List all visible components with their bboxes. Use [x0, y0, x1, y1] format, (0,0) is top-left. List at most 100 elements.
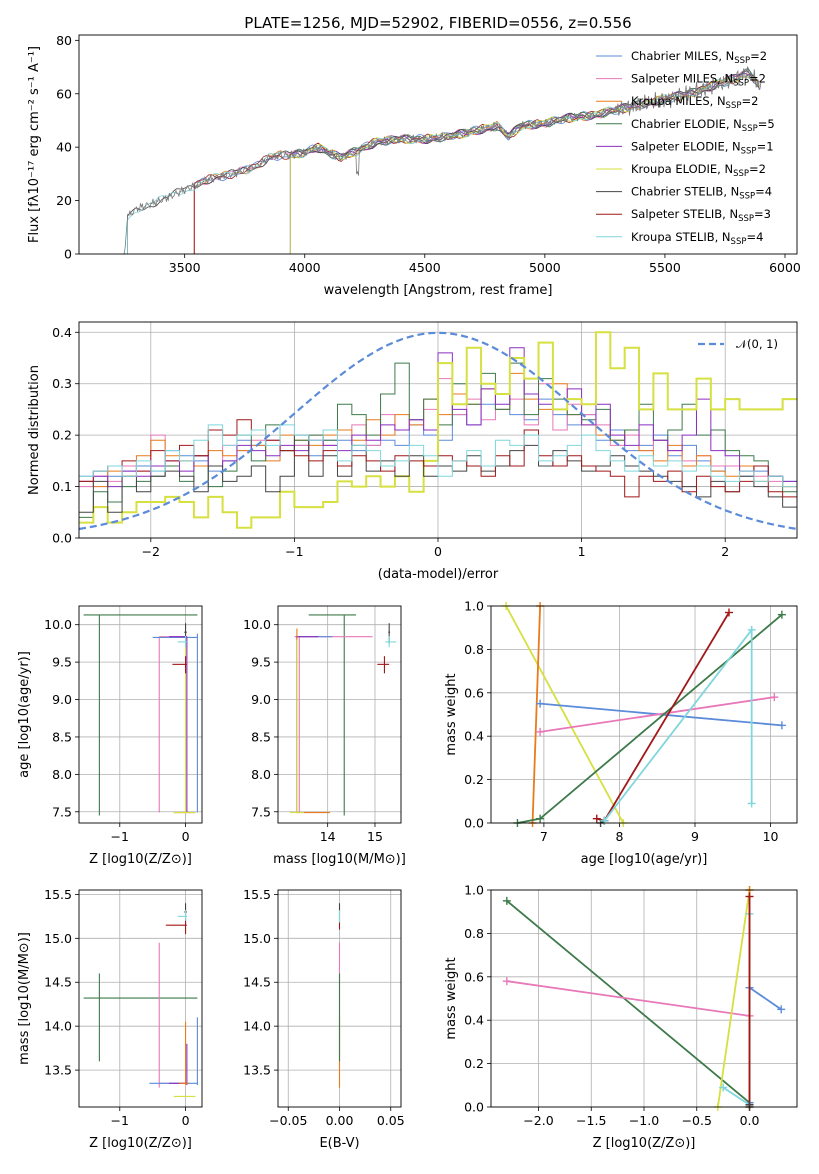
weight-line-salpeter_miles: [539, 696, 775, 733]
x-tick-label: 14: [320, 829, 336, 844]
y-tick-label: 7.5: [251, 804, 271, 819]
x-tick-label: −1: [285, 544, 303, 559]
axes-frame: [78, 889, 203, 1108]
legend-label-salpeter_stelib: Salpeter STELIB, NSSP=3: [631, 207, 771, 224]
y-axis-label: Flux [fλ10⁻¹⁷ erg cm⁻² s⁻¹ A⁻¹]: [27, 46, 42, 243]
y-tick-label: 0.3: [52, 376, 72, 391]
y-tick-label: 1.0: [464, 599, 484, 614]
y-tick-label: 13.5: [243, 1063, 271, 1078]
y-tick-label: 40: [56, 140, 72, 155]
x-tick-label: 0.05: [377, 1113, 405, 1128]
weight-line-chabrier_elodie: [517, 613, 783, 824]
normal-curve: [78, 331, 798, 531]
weight-line-kroupa_stelib: [603, 627, 753, 822]
axes-frame: [277, 889, 402, 1108]
y-tick-label: 15.0: [44, 931, 72, 946]
y-tick-label: 60: [56, 86, 72, 101]
y-tick-label: 7.5: [52, 804, 72, 819]
x-tick-label: −1: [111, 1113, 129, 1128]
y-tick-label: 14.5: [44, 975, 72, 990]
histogram-kroupa_stelib: [79, 424, 797, 488]
legend-label-chabrier_stelib: Chabrier STELIB, NSSP=4: [631, 185, 772, 202]
x-tick-label: 0: [434, 544, 442, 559]
y-tick-label: 9.5: [52, 655, 72, 670]
legend-label-chabrier_elodie: Chabrier ELODIE, NSSP=5: [631, 117, 775, 134]
weight-line-kroupa_miles: [531, 605, 542, 824]
x-tick-label: 0.00: [326, 1113, 354, 1128]
y-axis-label: mass weight: [444, 673, 459, 755]
x-tick-label: 5000: [529, 260, 561, 275]
y-tick-label: 8.0: [251, 767, 271, 782]
y-tick-label: 0.1: [52, 479, 72, 494]
x-axis-label: (data-model)/error: [378, 567, 499, 582]
y-tick-label: 0: [64, 247, 72, 262]
legend-label-kroupa_stelib: Kroupa STELIB, NSSP=4: [631, 230, 763, 247]
axes-frame: [78, 34, 798, 255]
y-tick-label: 0.2: [52, 428, 72, 443]
weight-line-salpeter_stelib: [596, 612, 730, 822]
x-tick-label: −2.0: [523, 1113, 553, 1128]
chart-title: PLATE=1256, MJD=52902, FIBERID=0556, z=0…: [244, 14, 631, 32]
x-axis-label: Z [log10(Z/Z⊙)]: [89, 1136, 192, 1151]
x-tick-label: 9: [691, 829, 699, 844]
y-tick-label: 8.5: [251, 729, 271, 744]
y-tick-label: 15.0: [243, 931, 271, 946]
y-tick-label: 0.0: [52, 531, 72, 546]
x-tick-label: −1.5: [576, 1113, 606, 1128]
legend-label-kroupa_miles: Kroupa MILES, NSSP=2: [631, 94, 758, 111]
weight-line-kroupa_stelib: [722, 913, 751, 1107]
y-tick-label: 9.0: [52, 692, 72, 707]
x-tick-label: 5500: [649, 260, 681, 275]
y-tick-label: 8.5: [52, 729, 72, 744]
y-tick-label: 10.0: [44, 617, 72, 632]
weight-line-chabrier_miles: [748, 985, 782, 1103]
legend-label-salpeter_elodie: Salpeter ELODIE, NSSP=1: [631, 139, 774, 156]
y-tick-label: 10.0: [243, 617, 271, 632]
x-tick-label: −0.05: [269, 1113, 307, 1128]
x-tick-label: 8: [615, 829, 623, 844]
y-tick-label: 1.0: [464, 883, 484, 898]
legend-label-normal: 𝒩(0, 1): [736, 337, 778, 351]
y-tick-label: 0.4: [464, 1013, 484, 1028]
axes-frame: [277, 605, 402, 824]
x-tick-label: 15: [367, 829, 383, 844]
weight-line-salpeter_miles: [506, 980, 750, 1017]
axes-frame: [78, 605, 203, 824]
y-tick-label: 9.5: [251, 655, 271, 670]
y-tick-label: 0.0: [464, 816, 484, 831]
y-axis-label: age [log10(age/yr)]: [17, 651, 32, 778]
x-tick-label: −1: [111, 829, 129, 844]
y-tick-label: 0.8: [464, 926, 484, 941]
y-tick-label: 20: [56, 193, 72, 208]
y-tick-label: 15.5: [243, 887, 271, 902]
x-tick-label: 1: [578, 544, 586, 559]
x-tick-label: 0: [182, 829, 190, 844]
x-tick-label: 7: [540, 829, 548, 844]
x-tick-label: 6000: [769, 260, 801, 275]
y-axis-label: Normed distribution: [27, 365, 42, 495]
x-axis-label: Z [log10(Z/Z⊙)]: [593, 1136, 696, 1151]
y-tick-label: 0.6: [464, 685, 484, 700]
x-tick-label: 10: [763, 829, 779, 844]
observed-spectrum: [122, 66, 762, 255]
x-tick-label: 0.0: [740, 1113, 760, 1128]
legend-label-kroupa_elodie: Kroupa ELODIE, NSSP=2: [631, 162, 766, 179]
y-tick-label: 14.0: [44, 1019, 72, 1034]
weight-line-kroupa_elodie: [505, 605, 625, 824]
x-tick-label: −1.0: [629, 1113, 659, 1128]
y-tick-label: 0.8: [464, 642, 484, 657]
axes-frame: [78, 321, 798, 539]
y-tick-label: 14.5: [243, 975, 271, 990]
x-tick-label: 3500: [169, 260, 201, 275]
y-tick-label: 8.0: [52, 767, 72, 782]
axes-frame: [490, 605, 798, 824]
x-tick-label: 4000: [289, 260, 321, 275]
y-tick-label: 0.4: [52, 325, 72, 340]
y-tick-label: 0.4: [464, 729, 484, 744]
histogram-kroupa_elodie: [79, 331, 797, 529]
y-tick-label: 15.5: [44, 887, 72, 902]
y-tick-label: 80: [56, 33, 72, 48]
x-axis-label: age [log10(age/yr)]: [581, 852, 708, 867]
y-tick-label: 9.0: [251, 692, 271, 707]
x-axis-label: mass [log10(M/M⊙)]: [273, 852, 406, 867]
